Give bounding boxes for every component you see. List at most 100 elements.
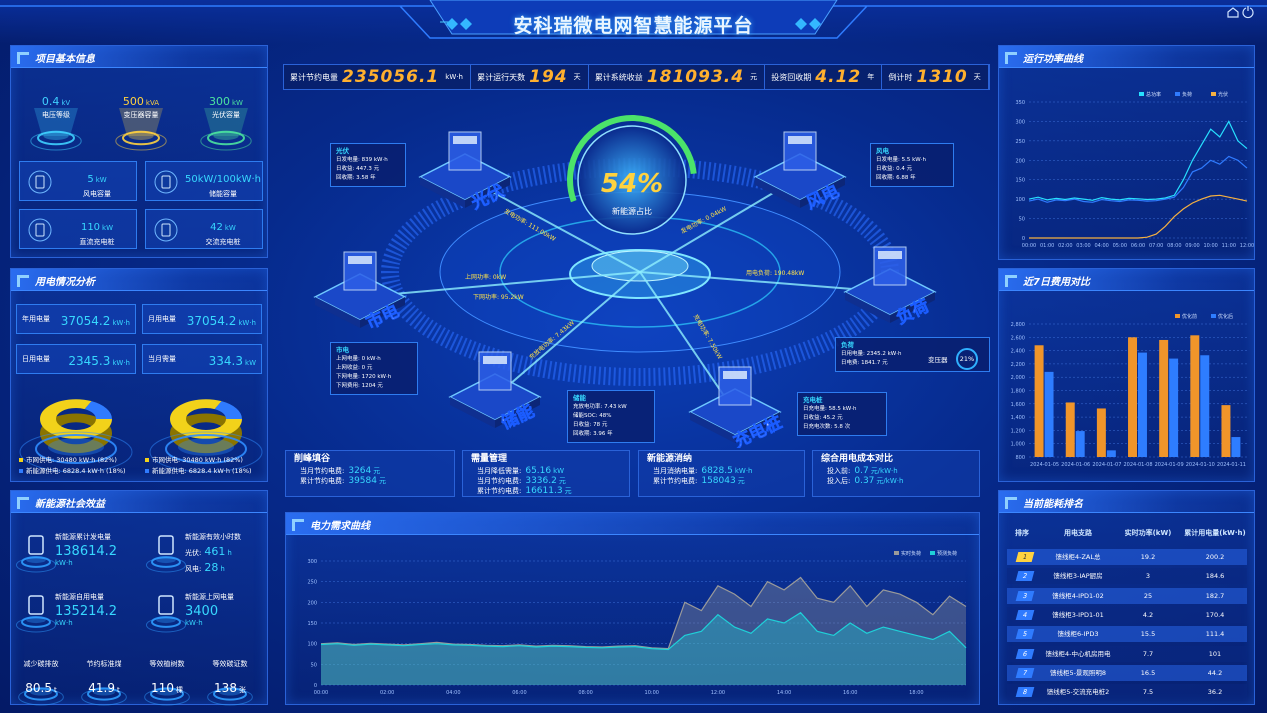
x-tick-label: 00:00 [314, 690, 328, 696]
bar [1096, 408, 1106, 457]
unit: kW [95, 176, 107, 184]
usage-value: 37054.2 kW·h [61, 310, 130, 329]
unit: kW·h [185, 619, 203, 627]
info-panel: 储能 充放电功率: 7.43 kW 储能SOC: 48% 日收益: 78 元回收期: … [567, 390, 655, 443]
line [1029, 194, 1248, 239]
card-row: 投入后: 0.37 元/kW·h [821, 476, 971, 486]
icon [154, 218, 178, 242]
device-top [348, 256, 372, 264]
info-line: 下网费用: 1204 元 [336, 383, 383, 389]
info-line: 储能SOC: 48% [573, 413, 612, 419]
card-row: 投入前: 0.7 元/kW·h [821, 466, 971, 476]
y-tick-label: 0 [1022, 236, 1025, 242]
card-label: 当月降低需量: [477, 467, 522, 475]
unit: t [53, 686, 57, 694]
usage-box: 日用电量 2345.3 kW·h [16, 344, 136, 374]
line-value: 461 h [204, 545, 231, 558]
info-panel: 充电桩 日充电量: 58.5 kW·h 日收益: 45.2 元日充电次数: 5.8 … [797, 392, 887, 436]
unit: 元/kW·h [876, 477, 904, 485]
gauge: 0.4 kV 电压等级 [16, 90, 96, 120]
platform-side [690, 412, 735, 443]
ranking-cell: 馈线柜3-IPD1-01 [1052, 610, 1104, 619]
pedestal-ring [200, 131, 252, 151]
pedestal-glow [213, 132, 239, 140]
card-label: 当月节约电费: [300, 467, 345, 475]
summary-label: 累计节约电量 [290, 72, 338, 82]
pedestal-glow [156, 556, 176, 564]
beam [119, 108, 163, 136]
x-tick-label: 12:00 [1240, 243, 1254, 249]
benefit-line: 光伏: 461 h [185, 545, 280, 558]
x-tick-label: 06:00 [512, 690, 526, 696]
legend-swatch [894, 551, 899, 555]
y-tick-label: 100 [1015, 197, 1025, 203]
y-tick-label: 1,600 [1011, 402, 1025, 408]
info-line: 上网电量: 0 kW·h [336, 356, 381, 362]
panel-title: 运行功率曲线 [1023, 54, 1083, 65]
unit: kW [224, 224, 236, 232]
ranking-row: 8 馈线柜5-交流充电桩2 7.5 36.2 [1007, 684, 1247, 701]
gauge-label: 光伏容量 [212, 111, 240, 119]
info-line: 日充电次数: 5.8 次 [803, 424, 851, 430]
x-tick-label: 2024-01-09 [1155, 462, 1184, 468]
usage-value: 2345.3 kW·h [68, 350, 130, 369]
unit: kVA [145, 99, 160, 107]
y-tick-label: 1,200 [1011, 428, 1025, 434]
info-value: 110 kW [58, 215, 136, 234]
icon [28, 170, 52, 194]
card-title: 综合用电成本对比 [821, 454, 894, 464]
card: 综合用电成本对比投入前: 0.7 元/kW·h 投入后: 0.37 元/kW·h [812, 450, 980, 497]
x-tick-label: 04:00 [1094, 243, 1108, 249]
legend-label: 光伏 [1218, 91, 1228, 98]
pedestal [81, 687, 127, 706]
benefit-item: 新能源累计发电量 138614.2 kW·h [55, 532, 150, 567]
info-box: 42 kW 交流充电桩 [145, 209, 263, 249]
summary-label: 累计系统收益 [594, 72, 643, 82]
bar [1221, 405, 1231, 457]
line-label: 光伏: [185, 549, 202, 557]
info-label: 直流充电桩 [79, 238, 115, 246]
pedestal-glow [128, 132, 154, 140]
pedestal-ring [145, 557, 187, 573]
unit: kV [61, 99, 71, 107]
legend-label: 优化前 [1182, 313, 1197, 320]
card-value: 158043 元 [701, 476, 744, 486]
area [321, 612, 966, 685]
unit: 年 [867, 73, 875, 81]
ring [569, 249, 711, 299]
stat: 减少碳排放 80.5 t [11, 659, 71, 696]
graphic: 800 1,000 1,200 1,400 1,600 1,800 2,000 2,200 2,… [1011, 313, 1247, 468]
card-value: 39584 元 [348, 476, 386, 486]
unit: 天 [973, 73, 981, 81]
ranking-cell: 184.6 [1205, 572, 1225, 581]
header: 安科瑞微电网智慧能源平台 [0, 0, 1267, 44]
info-text: 42 kW 交流充电桩 [184, 215, 262, 247]
card: 削峰填谷 当月节约电费: 3264 元累计节约电费: 39584 元 [285, 450, 455, 497]
unit: t [116, 686, 120, 694]
legend-label: 优化后 [1218, 313, 1233, 320]
platform-side [360, 297, 405, 328]
info-value: 42 kW [184, 215, 262, 234]
node-label: 充电桩 [730, 412, 785, 448]
value: 2345.3 [68, 353, 111, 368]
panel: 项目基本信息 0.4 kV 电压等级 500 kVA 变压器容量 300 kW 光伏容量 5 kW 风电… [10, 45, 268, 258]
platform-side [800, 177, 845, 208]
graphic [154, 218, 178, 242]
y-tick-label: 1,000 [1011, 442, 1025, 448]
value: 0.4 [41, 95, 60, 108]
icon [158, 595, 174, 615]
x-tick-label: 16:00 [843, 690, 857, 696]
line [1028, 120, 1248, 201]
x-tick-label: 2024-01-07 [1092, 462, 1121, 468]
ranking-cell: 182.7 [1205, 591, 1225, 600]
ranking-row: 5 馈线柜6-IPD3 15.5 111.4 [1007, 626, 1247, 643]
info-text: 5 kW 风电容量 [58, 167, 136, 199]
card-value: 6828.5 kW·h [701, 466, 752, 476]
scene: 54% 新能源占比 光伏 风电 市电 负荷 储能 充电桩 发电功率: 111.00kW 发电功率:… [283, 92, 995, 448]
value: 6828.5 [701, 466, 733, 476]
ranking-cell: 5 [1015, 629, 1035, 640]
legend-swatch [1211, 314, 1216, 318]
ranking-cell: 8 [1015, 687, 1035, 698]
platform-side [755, 177, 800, 208]
pedestal-ring [18, 688, 64, 706]
